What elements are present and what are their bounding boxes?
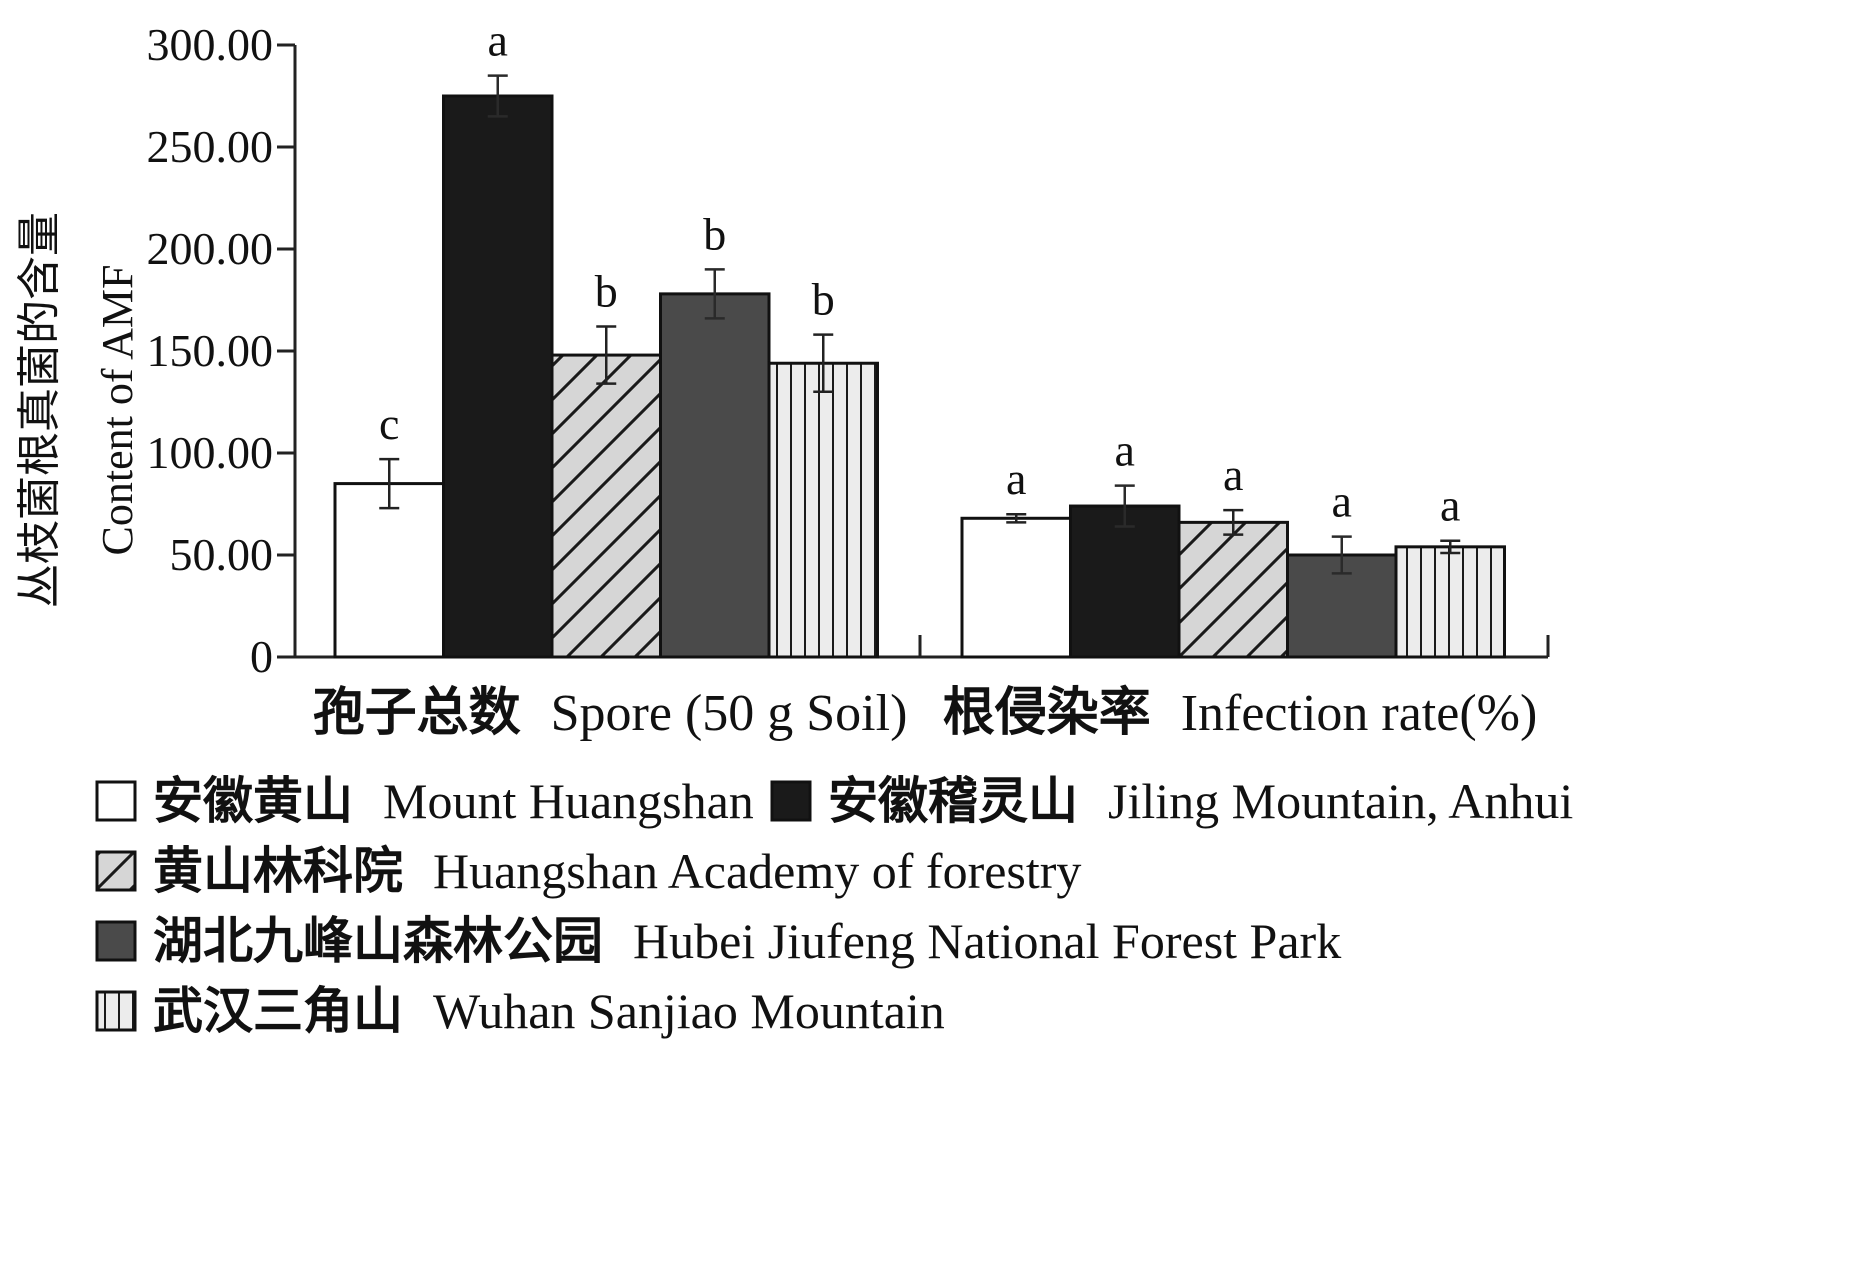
legend-label-cn: 武汉三角山 bbox=[153, 983, 403, 1039]
significance-letter: c bbox=[379, 398, 399, 449]
legend-swatch bbox=[95, 780, 137, 822]
legend-label-en: Wuhan Sanjiao Mountain bbox=[433, 983, 945, 1039]
significance-letter: b bbox=[812, 274, 835, 325]
category-label: 孢子总数 Spore (50 g Soil) bbox=[313, 684, 908, 742]
legend-label: 安徽黄山 Mount Huangshan bbox=[153, 773, 754, 829]
legend-swatch bbox=[95, 920, 137, 962]
y-tick-label: 0 bbox=[250, 631, 273, 682]
y-axis: 0 50.00 100.00 150.00 200.00 250.00 300.00 bbox=[147, 19, 1550, 682]
legend-label-en: Huangshan Academy of forestry bbox=[433, 843, 1081, 899]
significance-letter: a bbox=[1115, 425, 1135, 476]
bar bbox=[333, 482, 445, 659]
bar bbox=[442, 94, 554, 659]
category-label: 根侵染率 Infection rate(%) bbox=[943, 684, 1538, 742]
y-tick-label: 150.00 bbox=[147, 325, 274, 376]
legend-label-cn: 安徽稽灵山 bbox=[828, 773, 1078, 829]
legend-label-en: Hubei Jiufeng National Forest Park bbox=[633, 913, 1341, 969]
bar bbox=[550, 353, 662, 659]
legend-label-cn: 黄山林科院 bbox=[153, 843, 403, 899]
y-axis-title-en: Content of AMF bbox=[93, 265, 142, 556]
legend: 安徽黄山 Mount Huangshan 安徽稽灵山 Jiling Mountain,… bbox=[95, 773, 1573, 1039]
significance-letter: b bbox=[595, 266, 618, 317]
category-label-en: Spore (50 g Soil) bbox=[551, 685, 908, 742]
legend-swatch bbox=[770, 780, 812, 822]
legend-label-cn: 湖北九峰山森林公园 bbox=[153, 913, 603, 969]
significance-letter: a bbox=[1332, 476, 1352, 527]
legend-label-en: Jiling Mountain, Anhui bbox=[1108, 773, 1573, 829]
legend-label: 安徽稽灵山 Jiling Mountain, Anhui bbox=[828, 773, 1573, 829]
bar bbox=[1069, 504, 1181, 659]
significance-letter: a bbox=[1223, 449, 1243, 500]
bar bbox=[960, 516, 1072, 659]
legend-label-cn: 安徽黄山 bbox=[153, 773, 353, 829]
y-tick-label: 300.00 bbox=[147, 19, 274, 70]
bar bbox=[659, 292, 771, 659]
y-axis-title-cn: 丛枝菌根真菌的含量 bbox=[15, 212, 64, 608]
y-tick-label: 50.00 bbox=[170, 529, 274, 580]
significance-letter: b bbox=[703, 208, 726, 259]
legend-label-en: Mount Huangshan bbox=[383, 773, 754, 829]
significance-letter: a bbox=[488, 15, 508, 66]
category-label-en: Infection rate(%) bbox=[1181, 685, 1538, 742]
bars: c a a a b a b a b a bbox=[333, 15, 1506, 659]
y-tick-label: 100.00 bbox=[147, 427, 274, 478]
legend-swatch bbox=[95, 850, 137, 892]
significance-letter: a bbox=[1440, 480, 1460, 531]
category-label-cn: 根侵染率 bbox=[943, 684, 1151, 742]
bar bbox=[1394, 545, 1506, 659]
y-tick-label: 250.00 bbox=[147, 121, 274, 172]
significance-letter: a bbox=[1006, 453, 1026, 504]
legend-label: 湖北九峰山森林公园 Hubei Jiufeng National Forest P… bbox=[153, 913, 1341, 969]
legend-label: 黄山林科院 Huangshan Academy of forestry bbox=[153, 843, 1081, 899]
category-labels: 孢子总数 Spore (50 g Soil) 根侵染率 Infection rate(… bbox=[313, 684, 1538, 742]
bar bbox=[767, 361, 879, 659]
bar bbox=[1177, 520, 1289, 659]
legend-label: 武汉三角山 Wuhan Sanjiao Mountain bbox=[153, 983, 945, 1039]
legend-swatch bbox=[95, 990, 137, 1032]
y-tick-label: 200.00 bbox=[147, 223, 274, 274]
category-label-cn: 孢子总数 bbox=[313, 684, 521, 742]
